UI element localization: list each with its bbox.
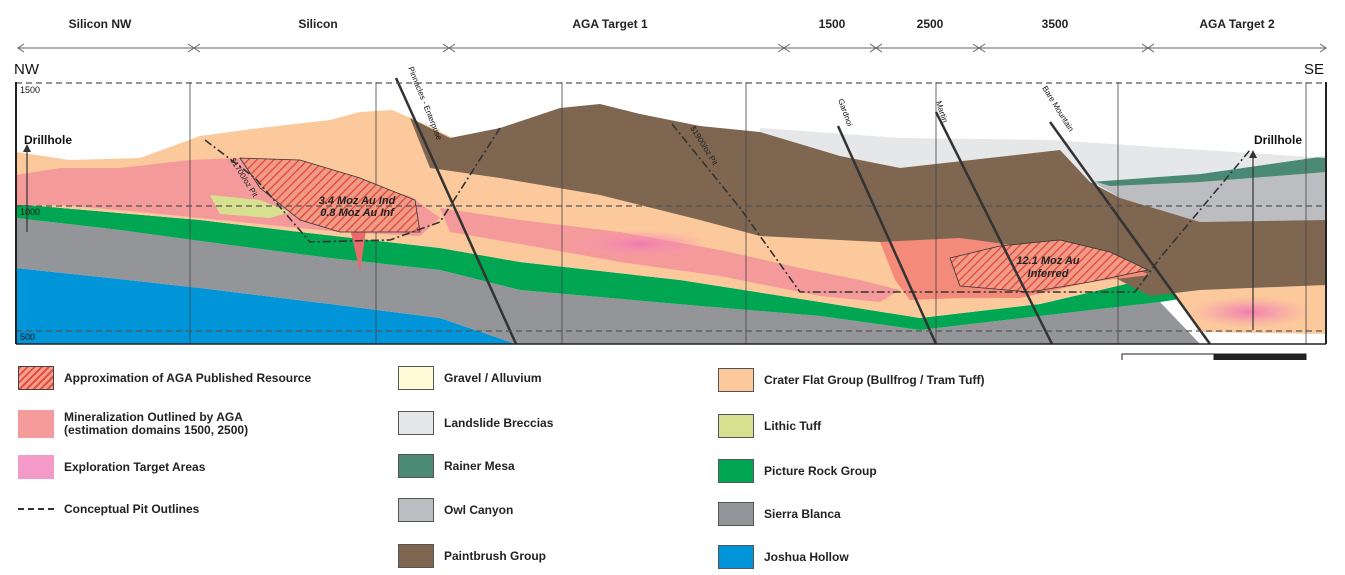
legend-lithic-tuff: Lithic Tuff bbox=[718, 413, 821, 439]
legend-joshua-hollow: Joshua Hollow bbox=[718, 544, 849, 570]
resource-label-target-line2: Inferred bbox=[1028, 268, 1069, 280]
legend-label-paintbrush: Paintbrush Group bbox=[444, 548, 546, 563]
pit-outlines bbox=[204, 123, 1251, 293]
legend-label-rainer-mesa: Rainer Mesa bbox=[444, 458, 515, 473]
elevation-label-1000: 1000 bbox=[20, 207, 40, 217]
legend-swatch-exploration bbox=[18, 455, 54, 479]
exploration-target-1 bbox=[570, 230, 710, 258]
zone-label-aga-target-1: AGA Target 1 bbox=[572, 17, 648, 31]
zone-extent-arrows bbox=[17, 43, 1327, 53]
rainer-mesa-unit bbox=[1090, 156, 1326, 186]
zone-label-1500: 1500 bbox=[819, 17, 846, 31]
legend-swatch-lithic-tuff bbox=[718, 414, 754, 438]
legend-resource: Approximation of AGA Published Resource bbox=[18, 365, 311, 391]
legend-label-exploration: Exploration Target Areas bbox=[64, 459, 206, 474]
elevation-label-500: 500 bbox=[20, 332, 35, 342]
legend-swatch-pit-outline bbox=[18, 508, 54, 510]
legend-label-pit-outline: Conceptual Pit Outlines bbox=[64, 501, 200, 516]
zone-label-2500: 2500 bbox=[917, 17, 944, 31]
joshua-hollow-unit bbox=[16, 268, 516, 344]
fault-lines bbox=[394, 77, 1212, 345]
geology-layers bbox=[16, 82, 1326, 344]
mineralization-root bbox=[350, 228, 366, 272]
legend-label-gravel: Gravel / Alluvium bbox=[444, 370, 542, 385]
legend-swatch-owl-canyon bbox=[398, 498, 434, 522]
legend-label-lithic-tuff: Lithic Tuff bbox=[764, 418, 822, 433]
zone-label-3500: 3500 bbox=[1042, 17, 1069, 31]
resource-label-silicon-line1: 3.4 Moz Au Ind bbox=[319, 195, 396, 207]
zone-label-aga-target-2: AGA Target 2 bbox=[1199, 17, 1275, 31]
drillhole-label-right: Drillhole bbox=[1254, 133, 1302, 147]
resource-label-silicon-line2: 0.8 Moz Au Inf bbox=[320, 207, 395, 219]
legend-swatch-crater-flat bbox=[718, 368, 754, 392]
owl-canyon-unit bbox=[1090, 172, 1326, 222]
elevation-label-1500: 1500 bbox=[20, 85, 40, 95]
direction-label-se: SE bbox=[1304, 61, 1324, 78]
drillhole-right bbox=[1249, 150, 1257, 330]
zone-label-silicon: Silicon bbox=[298, 17, 337, 31]
legend-mineralization: Mineralization Outlined by AGA (estimati… bbox=[18, 408, 248, 440]
legend-swatch-joshua-hollow bbox=[718, 545, 754, 569]
elevation-lines bbox=[16, 82, 1326, 332]
legend-paintbrush: Paintbrush Group bbox=[398, 543, 546, 569]
legend-swatch-rainer-mesa bbox=[398, 454, 434, 478]
legend-label-resource: Approximation of AGA Published Resource bbox=[64, 370, 312, 385]
resource-label-target-line1: 12.1 Moz Au bbox=[1016, 255, 1079, 267]
resource-area-target bbox=[949, 239, 1150, 293]
legend-picture-rock: Picture Rock Group bbox=[718, 458, 877, 484]
direction-label-nw: NW bbox=[14, 61, 40, 78]
legend-swatch-sierra-blanca bbox=[718, 502, 754, 526]
legend-swatch-mineralization bbox=[18, 410, 54, 438]
scale-bar bbox=[1121, 353, 1307, 360]
drillhole-left bbox=[23, 144, 31, 232]
legend-owl-canyon: Owl Canyon bbox=[398, 497, 513, 523]
legend-label-owl-canyon: Owl Canyon bbox=[444, 502, 514, 517]
cross-section-diagram: Silicon NW Silicon AGA Target 1 1500 250… bbox=[14, 17, 1327, 360]
legend-sierra-blanca: Sierra Blanca bbox=[718, 501, 841, 527]
legend-label-crater-flat: Crater Flat Group (Bullfrog / Tram Tuff) bbox=[764, 372, 985, 387]
paintbrush-unit bbox=[410, 104, 1326, 296]
legend-label-mineralization: Mineralization Outlined by AGA (estimati… bbox=[64, 411, 248, 437]
legend-landslide: Landslide Breccias bbox=[398, 410, 553, 436]
legend-label-landslide: Landslide Breccias bbox=[444, 415, 554, 430]
exploration-target-2 bbox=[1190, 296, 1310, 328]
legend-swatch-resource bbox=[18, 366, 54, 390]
drillhole-label-left: Drillhole bbox=[24, 133, 72, 147]
legend-crater-flat: Crater Flat Group (Bullfrog / Tram Tuff) bbox=[718, 367, 984, 393]
section-grid-lines bbox=[189, 82, 1307, 344]
legend-swatch-gravel bbox=[398, 366, 434, 390]
legend-label-mineralization-line1: Mineralization Outlined by AGA bbox=[64, 410, 243, 424]
legend-label-picture-rock: Picture Rock Group bbox=[764, 463, 877, 478]
picture-rock-unit bbox=[16, 204, 1200, 330]
legend-pit-outline: Conceptual Pit Outlines bbox=[18, 496, 199, 522]
legend-exploration: Exploration Target Areas bbox=[18, 454, 205, 480]
resource-area-silicon bbox=[239, 157, 421, 233]
legend-swatch-landslide bbox=[398, 411, 434, 435]
legend-label-sierra-blanca: Sierra Blanca bbox=[764, 506, 841, 521]
legend-rainer-mesa: Rainer Mesa bbox=[398, 453, 515, 479]
legend-swatch-picture-rock bbox=[718, 459, 754, 483]
legend-gravel: Gravel / Alluvium bbox=[398, 365, 542, 391]
legend-swatch-paintbrush bbox=[398, 544, 434, 568]
legend-label-mineralization-line2: (estimation domains 1500, 2500) bbox=[64, 423, 249, 437]
legend-label-joshua-hollow: Joshua Hollow bbox=[764, 549, 849, 564]
zone-label-silicon-nw: Silicon NW bbox=[69, 17, 132, 31]
